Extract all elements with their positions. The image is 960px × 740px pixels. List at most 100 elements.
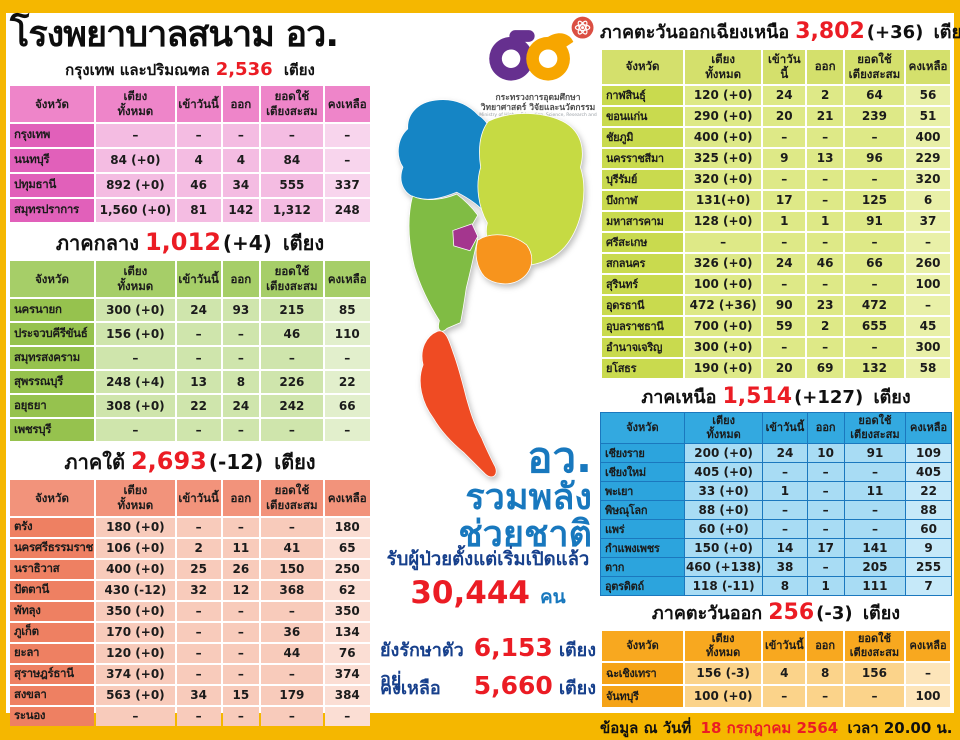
province-cell: อุตรดิตถ์ bbox=[601, 577, 684, 595]
value-cell: – bbox=[261, 601, 323, 621]
province-cell: ชัยภูมิ bbox=[602, 127, 684, 147]
value-cell: – bbox=[261, 664, 323, 684]
value-cell: – bbox=[324, 148, 370, 172]
value-cell: 36 bbox=[261, 622, 323, 642]
province-cell: ระนอง bbox=[10, 706, 94, 726]
province-cell: พัทลุง bbox=[10, 601, 94, 621]
value-cell: 326 (+0) bbox=[685, 253, 762, 273]
province-cell: จันทบุรี bbox=[602, 685, 684, 707]
column-header: ออก bbox=[222, 479, 260, 516]
value-cell: 66 bbox=[844, 253, 905, 273]
value-cell: 2 bbox=[176, 538, 221, 558]
value-cell: 14 bbox=[763, 539, 807, 557]
table-row: บึงกาฬ 131(+0) 17–125 6 bbox=[602, 190, 950, 210]
column-header: เข้าวันนี้ bbox=[763, 630, 806, 661]
value-cell: 46 bbox=[176, 173, 221, 197]
value-cell: 93 bbox=[222, 298, 260, 321]
timestamp-suffix: เวลา 20.00 น. bbox=[847, 718, 953, 737]
value-cell: – bbox=[176, 622, 221, 642]
value-cell: 9 bbox=[906, 539, 951, 557]
value-cell: – bbox=[222, 123, 260, 147]
province-cell: ฉะเชิงเทรา bbox=[602, 662, 684, 684]
region-unit: เตียง bbox=[282, 230, 325, 255]
region-title-central: ภาคกลาง 1,012 (+4) เตียง bbox=[8, 227, 372, 257]
column-header: ยอดใช้ เตียงสะสม bbox=[261, 479, 323, 516]
value-cell: 226 bbox=[261, 370, 323, 393]
region-title-northeast: ภาคตะวันออกเฉียงเหนือ3,802(+36) เตียง bbox=[600, 18, 960, 46]
column-header: เตียง ทั้งหมด bbox=[96, 85, 175, 122]
value-cell: 100 (+0) bbox=[685, 274, 762, 294]
value-cell: 308 (+0) bbox=[96, 394, 175, 417]
value-cell: 156 (-3) bbox=[685, 662, 762, 684]
province-cell: ปัตตานี bbox=[10, 580, 94, 600]
value-cell: 91 bbox=[844, 211, 905, 231]
value-cell: 400 (+0) bbox=[96, 559, 175, 579]
value-cell: 22 bbox=[906, 482, 951, 500]
value-cell: 24 bbox=[763, 253, 806, 273]
value-cell: 374 (+0) bbox=[96, 664, 175, 684]
province-cell: นราธิวาส bbox=[10, 559, 94, 579]
column-header: คงเหลือ bbox=[906, 413, 951, 443]
table-header-row: จังหวัด เตียง ทั้งหมด เข้าวันนี้ ออก ยอดใช้ … bbox=[601, 413, 951, 443]
value-cell: 150 bbox=[261, 559, 323, 579]
value-cell: 141 bbox=[844, 539, 906, 557]
column-header-province: จังหวัด bbox=[602, 49, 684, 84]
value-cell: – bbox=[763, 501, 807, 519]
table-header-row: จังหวัด เตียง ทั้งหมด เข้าวันนี้ ออก ยอดใช้ … bbox=[10, 479, 370, 516]
value-cell: 51 bbox=[906, 106, 950, 126]
province-cell: บึงกาฬ bbox=[602, 190, 684, 210]
value-cell: – bbox=[807, 190, 843, 210]
value-cell: 32 bbox=[176, 580, 221, 600]
value-cell: 106 (+0) bbox=[96, 538, 175, 558]
page: โรงพยาบาลสนาม อว. กรุงเทพ และปริมณฑล 2,53… bbox=[6, 13, 960, 737]
region-change: (-12) bbox=[208, 449, 264, 474]
column-header-province: จังหวัด bbox=[602, 630, 684, 661]
value-cell: 46 bbox=[261, 322, 323, 345]
value-cell: 85 bbox=[324, 298, 370, 321]
value-cell: – bbox=[261, 517, 323, 537]
value-cell: 134 bbox=[324, 622, 370, 642]
remaining-value: 5,660 bbox=[473, 671, 553, 700]
table-row: ตรัง 180 (+0) – – –180 bbox=[10, 517, 370, 537]
region-title-east: ภาคตะวันออก 256 (-3) เตียง bbox=[600, 599, 952, 627]
value-cell: 320 bbox=[906, 169, 950, 189]
value-cell: – bbox=[685, 232, 762, 252]
value-cell: 76 bbox=[324, 643, 370, 663]
column-header: ยอดใช้ เตียงสะสม bbox=[844, 49, 905, 84]
value-cell: 11 bbox=[222, 538, 260, 558]
value-cell: 700 (+0) bbox=[685, 316, 762, 336]
value-cell: – bbox=[807, 501, 844, 519]
table-row: มหาสารคาม 128 (+0) 1 1 91 37 bbox=[602, 211, 950, 231]
map-region-east bbox=[475, 234, 533, 285]
slogan-line-2: รวมพลัง bbox=[465, 476, 592, 518]
table-row: ศรีสะเกษ – – – – – bbox=[602, 232, 950, 252]
value-cell: – bbox=[222, 643, 260, 663]
value-cell: – bbox=[763, 463, 807, 481]
table-row: ประจวบคีรีขันธ์ 156 (+0) – –46 110 bbox=[10, 322, 370, 345]
value-cell: 66 bbox=[324, 394, 370, 417]
value-cell: 25 bbox=[176, 559, 221, 579]
region-total-beds: 256 bbox=[768, 600, 815, 625]
value-cell: – bbox=[807, 169, 843, 189]
value-cell: 1,560 (+0) bbox=[96, 198, 175, 222]
value-cell: 60 (+0) bbox=[684, 520, 763, 538]
province-cell: นนทบุรี bbox=[10, 148, 94, 172]
value-cell: 1 bbox=[763, 211, 806, 231]
value-cell: 250 bbox=[324, 559, 370, 579]
table-header-row: จังหวัด เตียง ทั้งหมด เข้าวันนี้ ออก ยอดใช้ … bbox=[602, 49, 950, 84]
value-cell: 17 bbox=[763, 190, 806, 210]
region-name: ภาคกลาง bbox=[55, 230, 139, 255]
value-cell: 472 (+36) bbox=[685, 295, 762, 315]
ministry-logo-icon bbox=[489, 16, 594, 81]
value-cell: 17 bbox=[807, 539, 844, 557]
province-cell: สุพรรณบุรี bbox=[10, 370, 94, 393]
table-row: พัทลุง 350 (+0) – – –350 bbox=[10, 601, 370, 621]
province-cell: ตรัง bbox=[10, 517, 94, 537]
value-cell: 45 bbox=[906, 316, 950, 336]
value-cell: 8 bbox=[807, 662, 843, 684]
value-cell: 325 (+0) bbox=[685, 148, 762, 168]
table-row: นครราชสีมา 325 (+0) 9 13 96 229 bbox=[602, 148, 950, 168]
value-cell: – bbox=[763, 232, 806, 252]
map-region-central bbox=[408, 193, 479, 332]
value-cell: 255 bbox=[906, 558, 951, 576]
